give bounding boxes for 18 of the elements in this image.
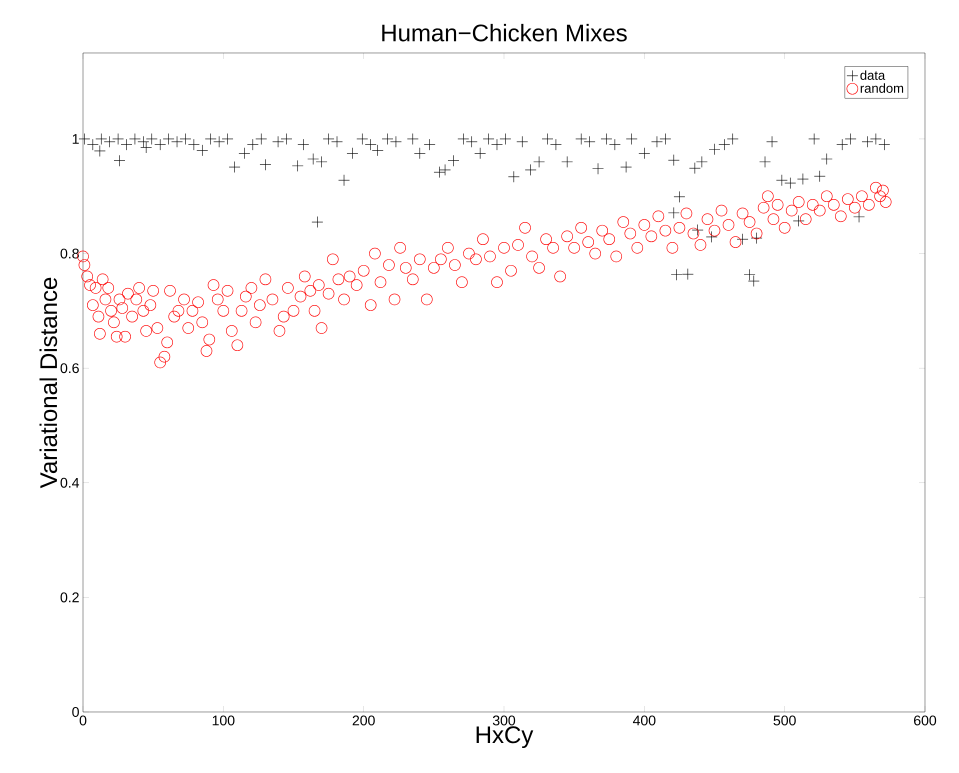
x-tick-label: 200 [352,716,375,726]
y-tick-label: 0.8 [60,248,79,259]
y-tick-label: 1 [72,134,79,144]
x-tick-label: 400 [632,716,656,726]
x-tick-label: 100 [212,716,234,726]
x-tick-label: 300 [492,716,516,726]
x-tick-label: 500 [774,716,796,726]
x-tick-label: 600 [914,716,936,726]
y-tick-label: 0.4 [60,478,80,488]
chart-title: Human−Chicken Mixes [382,24,627,42]
y-tick-label: 0.6 [60,363,79,374]
y-axis-title: Variational Distance [40,278,58,488]
x-axis-title: HxCy [476,726,534,748]
legend-label: data [860,70,886,80]
y-tick-label: 0.2 [60,592,79,602]
y-tick-label: 0 [72,707,79,717]
legend-label: random [860,83,904,93]
x-tick-label: 0 [80,716,86,726]
